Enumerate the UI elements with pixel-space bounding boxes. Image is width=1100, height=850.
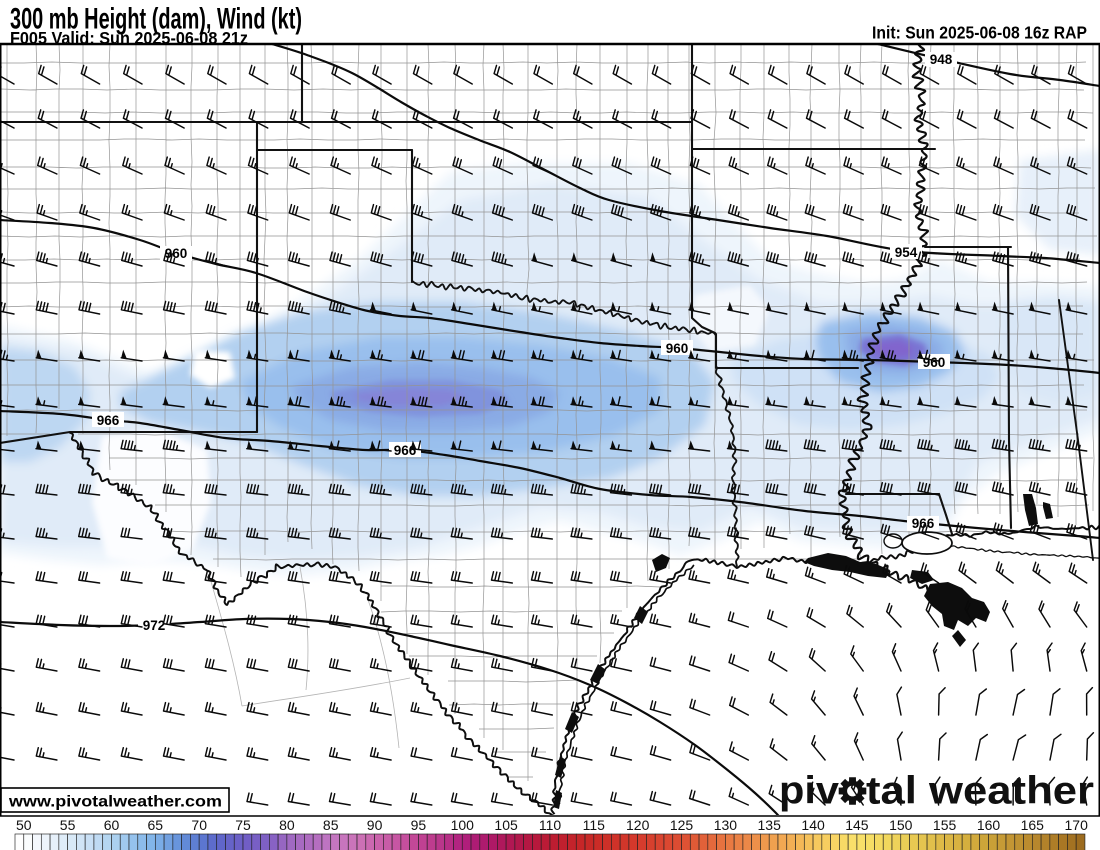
svg-text:155: 155 [933, 817, 957, 833]
svg-text:75: 75 [235, 817, 251, 833]
svg-text:90: 90 [367, 817, 383, 833]
svg-text:Init: Sun 2025-06-08 16z RAP: Init: Sun 2025-06-08 16z RAP [872, 23, 1087, 43]
svg-text:tal weather: tal weather [866, 770, 1094, 813]
svg-text:160: 160 [977, 817, 1001, 833]
svg-text:www.pivotalweather.com: www.pivotalweather.com [8, 794, 222, 811]
svg-text:966: 966 [394, 443, 417, 458]
svg-text:948: 948 [930, 52, 953, 67]
svg-text:95: 95 [411, 817, 427, 833]
svg-text:960: 960 [666, 341, 689, 356]
svg-text:170: 170 [1065, 817, 1089, 833]
svg-text:50: 50 [16, 817, 32, 833]
svg-text:145: 145 [845, 817, 869, 833]
svg-text:972: 972 [143, 618, 166, 633]
svg-text:135: 135 [758, 817, 782, 833]
svg-text:115: 115 [583, 817, 606, 833]
svg-text:954: 954 [895, 245, 918, 260]
svg-text:piv: piv [779, 770, 840, 813]
svg-text:105: 105 [494, 817, 518, 833]
svg-text:300 mb Height (dam), Wind (kt): 300 mb Height (dam), Wind (kt) [10, 3, 302, 36]
svg-text:80: 80 [279, 817, 295, 833]
svg-text:140: 140 [801, 817, 825, 833]
svg-text:966: 966 [912, 516, 935, 531]
svg-text:165: 165 [1021, 817, 1045, 833]
svg-text:70: 70 [191, 817, 207, 833]
svg-text:120: 120 [626, 817, 650, 833]
svg-text:960: 960 [165, 246, 188, 261]
svg-text:130: 130 [714, 817, 738, 833]
svg-text:150: 150 [889, 817, 913, 833]
svg-text:110: 110 [539, 817, 562, 833]
svg-text:125: 125 [670, 817, 694, 833]
svg-text:65: 65 [148, 817, 164, 833]
svg-text:100: 100 [451, 817, 475, 833]
svg-text:F005 Valid: Sun 2025-06-08 21z: F005 Valid: Sun 2025-06-08 21z [10, 28, 248, 48]
svg-text:966: 966 [97, 413, 120, 428]
svg-text:60: 60 [104, 817, 120, 833]
svg-text:55: 55 [60, 817, 76, 833]
svg-text:85: 85 [323, 817, 339, 833]
